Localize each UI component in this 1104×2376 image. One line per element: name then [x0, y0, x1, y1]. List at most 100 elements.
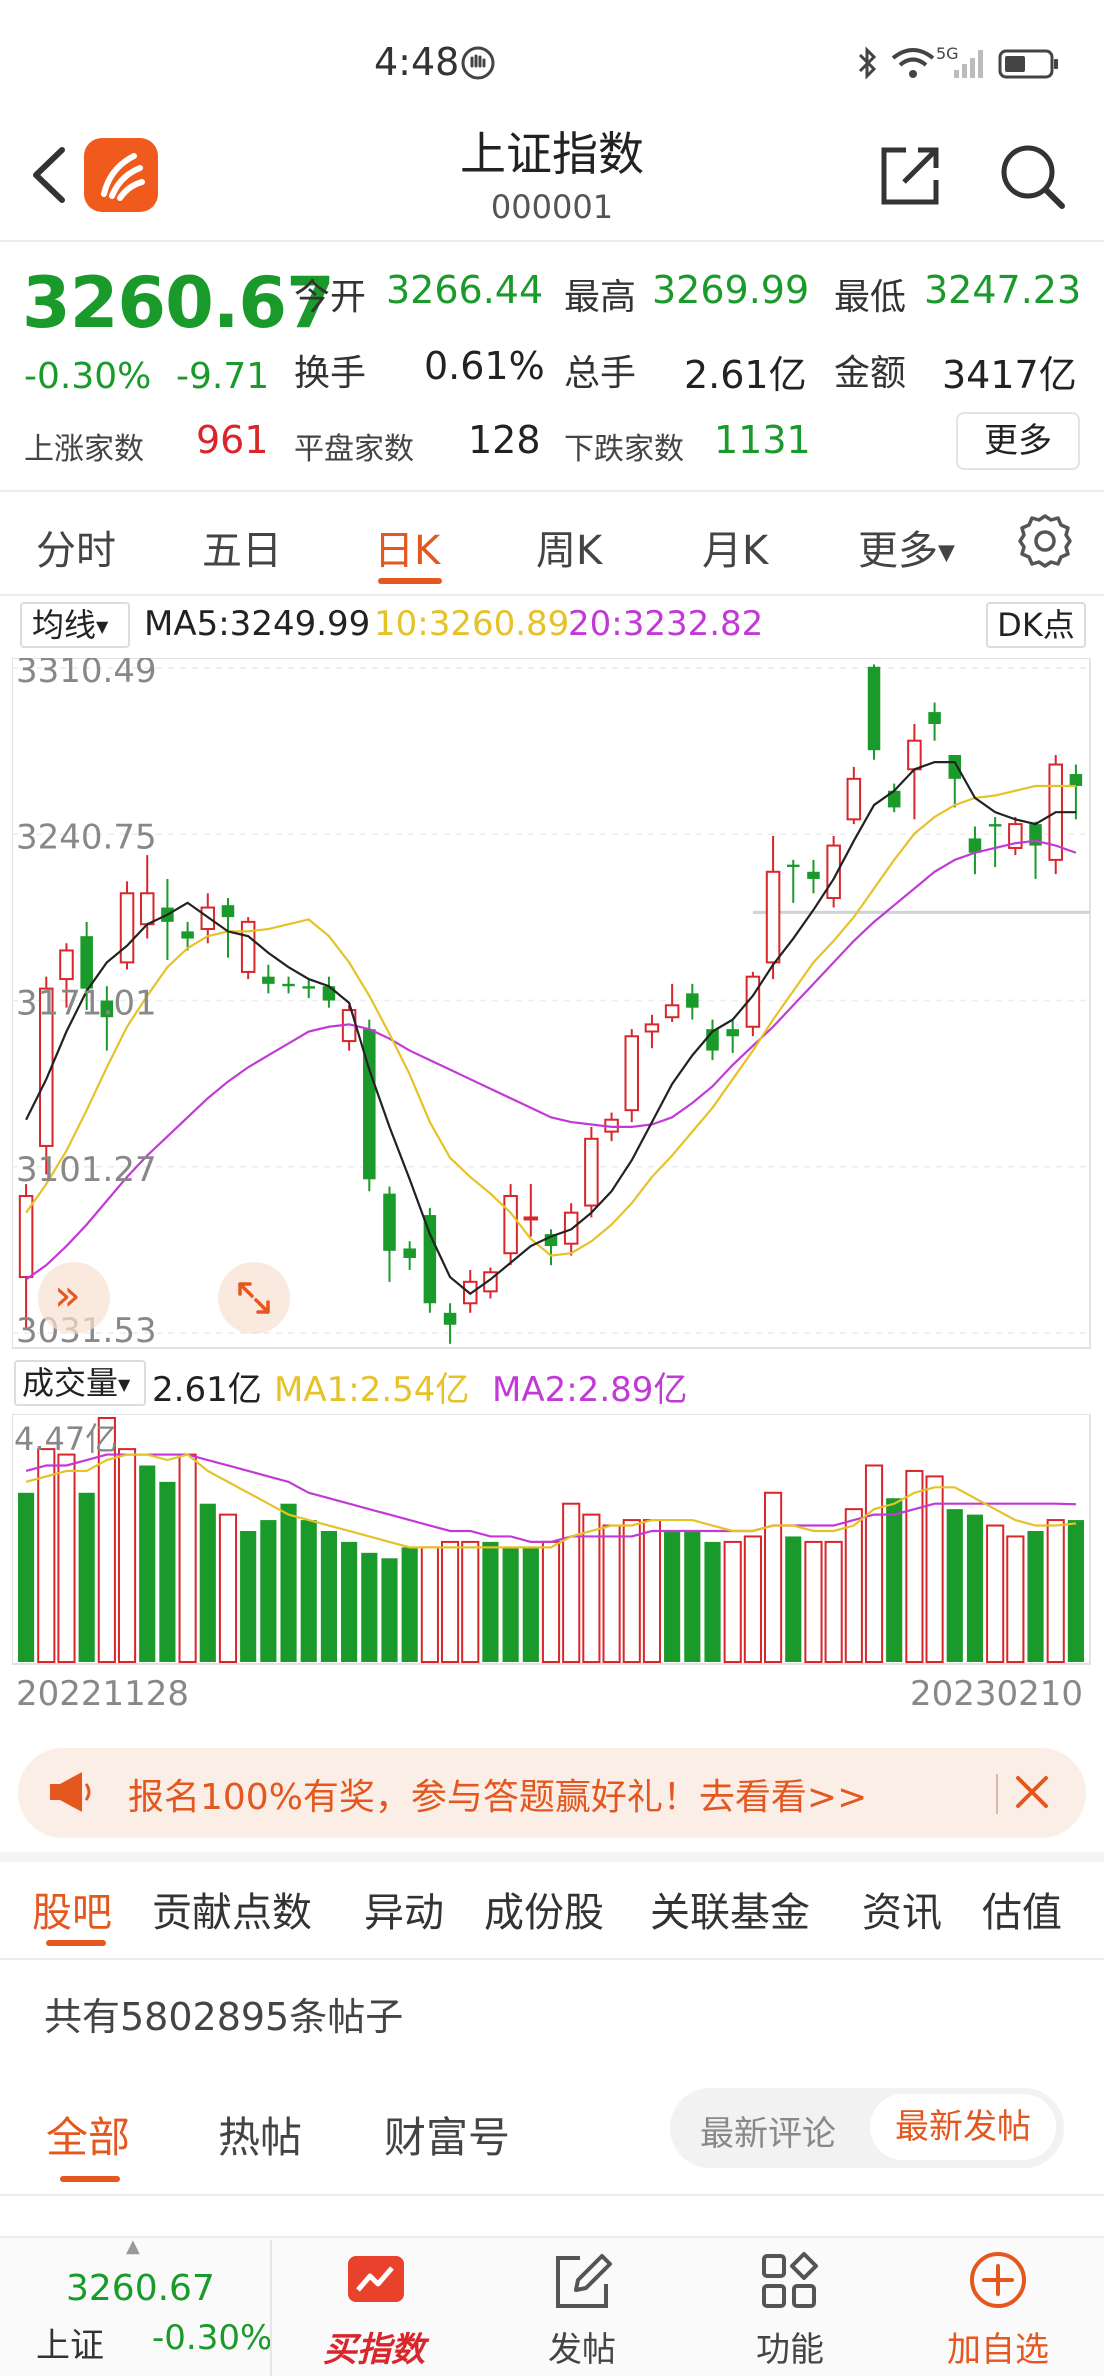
- volume-bars: [18, 1417, 1084, 1664]
- volume-bar: [320, 1530, 337, 1662]
- candle-body: [867, 666, 881, 751]
- change-percent: -0.30%: [24, 356, 152, 397]
- close-icon[interactable]: [1012, 1772, 1052, 1812]
- volume-bar: [1067, 1520, 1084, 1662]
- megaphone-icon: [50, 1772, 91, 1812]
- ma10-value: 10:3260.89: [374, 604, 570, 644]
- nav-buy-index[interactable]: 买指数: [323, 2330, 425, 2370]
- nav-add-watchlist[interactable]: 加自选: [947, 2330, 1049, 2370]
- volume-bar: [117, 1448, 137, 1664]
- y-tick-label: 3101.27: [16, 1150, 157, 1190]
- volume-bar: [986, 1524, 1005, 1663]
- subtab-components[interactable]: 成份股: [484, 1890, 604, 1936]
- mini-quote-price[interactable]: 3260.67: [66, 2268, 215, 2309]
- candle-body: [887, 790, 901, 808]
- fullscreen-button[interactable]: [218, 1262, 290, 1334]
- candle-body: [928, 712, 941, 724]
- battery-icon: [998, 49, 1058, 79]
- subtab-news[interactable]: 资讯: [862, 1890, 942, 1936]
- candle-body: [948, 754, 962, 779]
- volume-chart[interactable]: 4.47亿: [12, 1414, 1092, 1666]
- gesture-icon: [461, 46, 495, 80]
- subtab-movement[interactable]: 异动: [364, 1890, 444, 1936]
- wifi-icon: [891, 48, 935, 78]
- y-tick-label: 3310.49: [16, 658, 157, 691]
- quote-divider: [0, 490, 1104, 492]
- filter-fortune[interactable]: 财富号: [384, 2113, 511, 2162]
- current-price: 3260.67: [22, 262, 335, 344]
- quote-more-button[interactable]: 更多: [956, 412, 1080, 470]
- candle-body: [544, 1234, 558, 1247]
- dk-point-button[interactable]: DK点: [986, 602, 1086, 648]
- app-logo: [84, 138, 158, 212]
- amount-value: 3417亿: [942, 353, 1077, 397]
- header-divider: [0, 240, 1104, 242]
- trend-chart-icon[interactable]: [344, 2250, 408, 2314]
- tab-month-k[interactable]: 月K: [702, 528, 769, 574]
- subtab-active-indicator: [46, 1940, 106, 1946]
- status-time: 4:48: [374, 40, 460, 84]
- candle-body: [968, 838, 982, 853]
- promo-text[interactable]: 报名100%有奖，参与答题赢好礼！去看看>>: [128, 1777, 868, 1818]
- nav-functions[interactable]: 功能: [756, 2330, 824, 2370]
- volume-select[interactable]: 成交量▼: [14, 1360, 146, 1406]
- filter-all[interactable]: 全部: [46, 2113, 131, 2162]
- candle-body: [139, 892, 155, 926]
- tab-five-day[interactable]: 五日: [202, 528, 282, 574]
- ma20-line: [25, 839, 1077, 1281]
- tab-day-k[interactable]: 日K: [374, 528, 441, 574]
- subtab-valuation[interactable]: 估值: [982, 1890, 1062, 1936]
- volume-bar: [622, 1519, 641, 1663]
- ma-select-label: 均线: [32, 606, 97, 644]
- sort-latest-post[interactable]: 最新发帖: [870, 2094, 1056, 2160]
- volume-bar: [37, 1448, 56, 1664]
- page-title: 上证指数: [460, 127, 644, 181]
- volume-bar: [361, 1552, 378, 1662]
- nav-post[interactable]: 发帖: [548, 2330, 616, 2370]
- ma20-value: 20:3232.82: [568, 604, 764, 644]
- volume-bar: [905, 1469, 924, 1663]
- kline-ma-lines: [25, 761, 1077, 1296]
- candle-body: [907, 739, 922, 771]
- promo-banner[interactable]: [18, 1748, 1086, 1838]
- subtab-contribution[interactable]: 贡献点数: [152, 1890, 312, 1936]
- candle-body: [80, 936, 93, 989]
- gear-icon[interactable]: [1016, 512, 1074, 570]
- volume-bar: [218, 1513, 238, 1663]
- back-icon[interactable]: [22, 140, 82, 210]
- volume-bar: [642, 1519, 662, 1663]
- volume-bar: [764, 1491, 783, 1663]
- plus-circle-icon[interactable]: [966, 2250, 1030, 2314]
- volume-bar: [401, 1547, 418, 1662]
- ma-select[interactable]: 均线▼: [20, 602, 130, 648]
- volume-bar: [139, 1465, 156, 1662]
- caret-up-icon[interactable]: ▲: [126, 2236, 140, 2257]
- tab-intraday[interactable]: 分时: [36, 528, 116, 574]
- share-icon[interactable]: [876, 142, 944, 210]
- expand-left-button[interactable]: »: [38, 1262, 110, 1334]
- advancers-label: 上涨家数: [24, 432, 144, 467]
- filter-hot[interactable]: 热帖: [218, 2113, 303, 2162]
- candle-body: [221, 905, 235, 918]
- grid-icon[interactable]: [758, 2250, 822, 2314]
- volume-bar: [704, 1541, 721, 1662]
- tab-week-k[interactable]: 周K: [536, 528, 603, 574]
- search-icon[interactable]: [996, 140, 1068, 212]
- volume-bar: [159, 1481, 176, 1662]
- candle-body: [503, 1194, 518, 1255]
- tab-more[interactable]: 更多▼: [858, 518, 955, 576]
- volume-bar: [502, 1547, 519, 1662]
- kline-frame: [12, 658, 1091, 1349]
- edit-icon[interactable]: [550, 2250, 614, 2314]
- candle-body: [624, 1035, 640, 1112]
- volume-bar: [824, 1540, 843, 1663]
- volume-bar: [300, 1520, 317, 1662]
- mini-quote-change[interactable]: -0.30%: [152, 2318, 273, 2358]
- mini-quote-name[interactable]: 上证: [36, 2326, 104, 2366]
- high-value: 3269.99: [652, 268, 810, 312]
- subtab-guba[interactable]: 股吧: [32, 1890, 112, 1936]
- subtab-funds[interactable]: 关联基金: [650, 1890, 810, 1936]
- sort-latest-comment[interactable]: 最新评论: [700, 2114, 836, 2154]
- stock-code: 000001: [490, 188, 614, 226]
